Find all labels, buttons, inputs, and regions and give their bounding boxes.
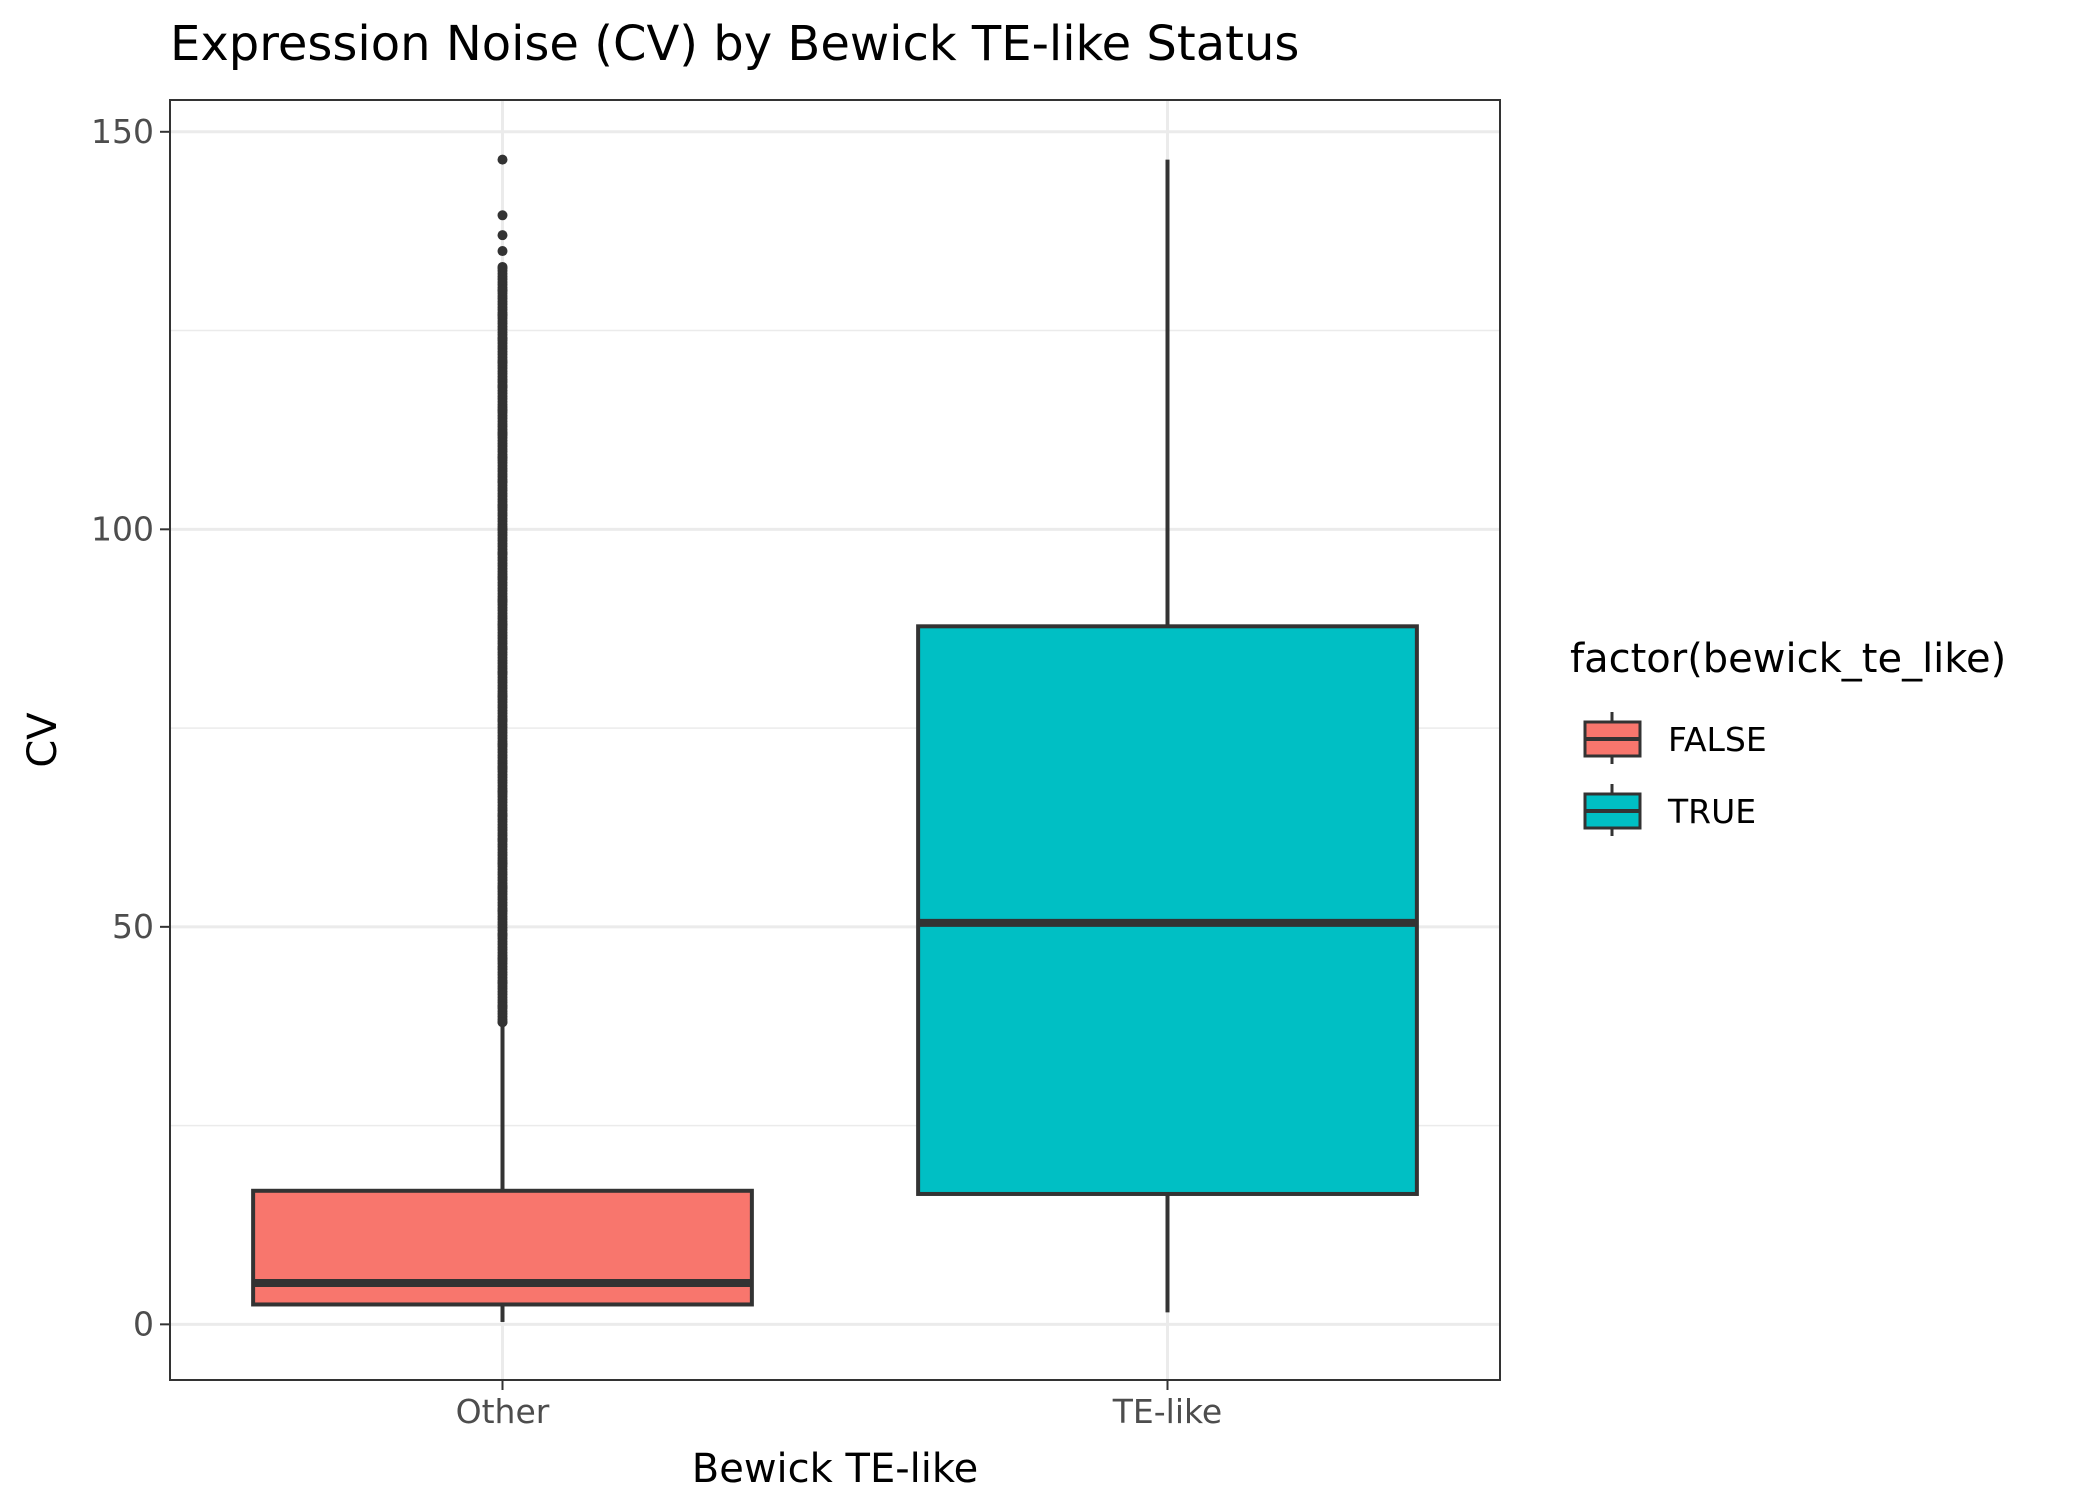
outlier-point — [497, 210, 508, 221]
outlier-point — [497, 834, 508, 845]
outlier-point — [497, 524, 508, 535]
legend-label: FALSE — [1668, 720, 1767, 759]
box-true — [916, 159, 1419, 1313]
outlier-point — [497, 246, 508, 257]
outlier-point — [497, 953, 508, 964]
x-tick-label: TE-like — [1112, 1392, 1223, 1431]
legend-item-true: TRUE — [1583, 784, 1756, 836]
outlier-point — [497, 154, 508, 165]
outlier-point — [497, 1017, 508, 1028]
outlier-point — [497, 333, 508, 344]
y-tick-label: 150 — [91, 112, 154, 151]
outlier-point — [497, 230, 508, 241]
box-iqr — [251, 1188, 754, 1307]
outlier-point — [497, 619, 508, 630]
outlier-point — [497, 428, 508, 439]
x-tick-label: Other — [456, 1392, 550, 1431]
box-false — [251, 154, 754, 1322]
outlier-point — [497, 667, 508, 678]
outlier-point — [497, 595, 508, 606]
outlier-point — [497, 786, 508, 797]
outlier-point — [497, 882, 508, 893]
y-tick-label: 50 — [112, 907, 154, 946]
outlier-point — [497, 762, 508, 773]
outlier-point — [497, 309, 508, 320]
outlier-point — [497, 977, 508, 988]
y-tick-label: 100 — [91, 509, 154, 548]
legend-item-false: FALSE — [1583, 712, 1767, 764]
outlier-point — [497, 1001, 508, 1012]
outlier-point — [497, 285, 508, 296]
outlier-point — [497, 715, 508, 726]
outlier-point — [497, 452, 508, 463]
chart-title: Expression Noise (CV) by Bewick TE-like … — [170, 16, 1299, 72]
y-axis-title: CV — [20, 712, 66, 768]
outlier-point — [497, 810, 508, 821]
legend-label: TRUE — [1667, 792, 1756, 831]
outlier-point — [497, 905, 508, 916]
plot-border — [169, 99, 1501, 1381]
y-tick-label: 0 — [133, 1304, 154, 1343]
x-axis-title: Bewick TE-like — [692, 1446, 978, 1492]
box-iqr — [916, 624, 1419, 1196]
outlier-point — [497, 357, 508, 368]
outlier-point — [497, 261, 508, 272]
outlier-point — [497, 500, 508, 511]
outlier-point — [497, 476, 508, 487]
outlier-point — [497, 381, 508, 392]
outlier-point — [497, 643, 508, 654]
outlier-point — [497, 929, 508, 940]
outlier-point — [497, 738, 508, 749]
outlier-point — [497, 858, 508, 869]
outlier-point — [497, 572, 508, 583]
outlier-point — [497, 405, 508, 416]
outlier-point — [497, 548, 508, 559]
outlier-point — [497, 691, 508, 702]
legend-title: factor(bewick_te_like) — [1570, 636, 2006, 682]
